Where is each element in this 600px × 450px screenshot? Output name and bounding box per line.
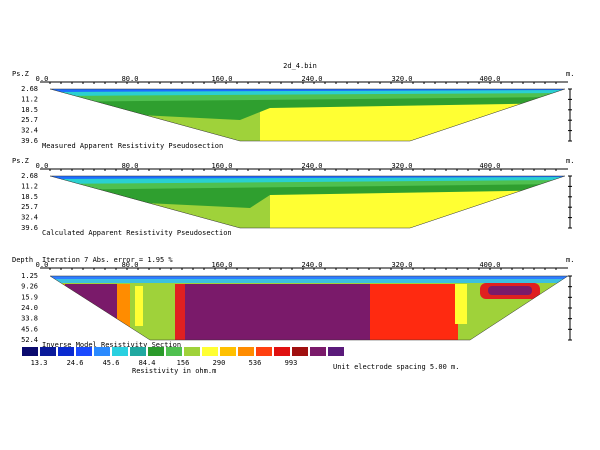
iteration-header: Iteration 7 Abs. error = 1.95 %	[42, 256, 173, 264]
x-unit: m.	[566, 157, 574, 165]
axis-label: Depth	[12, 256, 33, 264]
pseudosection-measured	[50, 89, 565, 141]
legend-swatch	[310, 347, 326, 356]
legend-swatch	[148, 347, 164, 356]
x-tick-label: 0.0	[36, 261, 49, 269]
depth-label: 11.2	[21, 182, 38, 190]
depth-label: 39.6	[21, 137, 38, 145]
section-outline	[49, 88, 566, 142]
x-tick-label: 0.0	[36, 75, 49, 83]
depth-label: 15.9	[21, 293, 38, 301]
depth-label: 2.68	[21, 172, 38, 180]
legend-swatch	[202, 347, 218, 356]
legend-value: 156	[177, 359, 190, 367]
x-tick-label: 80.0	[122, 75, 139, 83]
x-tick-label: 320.0	[391, 162, 412, 170]
legend-value: 536	[249, 359, 262, 367]
legend-swatch	[220, 347, 236, 356]
depth-label: 33.8	[21, 315, 38, 323]
legend-value: 290	[213, 359, 226, 367]
depth-label: 24.0	[21, 304, 38, 312]
depth-label: 39.6	[21, 224, 38, 232]
legend-swatch	[40, 347, 56, 356]
pseudosection-calculated	[50, 176, 565, 228]
x-tick-label: 240.0	[301, 261, 322, 269]
x-tick-label: 160.0	[211, 162, 232, 170]
depth-label: 18.5	[21, 106, 38, 114]
legend-value: 84.4	[139, 359, 156, 367]
legend-swatch	[130, 347, 146, 356]
depth-label: 18.5	[21, 193, 38, 201]
section-outline	[49, 175, 566, 229]
legend-unit: Resistivity in ohm.m	[132, 367, 216, 375]
legend-value: 993	[285, 359, 298, 367]
legend-swatch	[22, 347, 38, 356]
depth-label: 25.7	[21, 203, 38, 211]
legend-swatch	[328, 347, 344, 356]
depth-label: 25.7	[21, 116, 38, 124]
legend-swatch	[166, 347, 182, 356]
depth-label: 45.6	[21, 325, 38, 333]
x-tick-label: 80.0	[122, 162, 139, 170]
x-unit: m.	[566, 70, 574, 78]
depth-label: 52.4	[21, 336, 38, 344]
axis-label: Ps.Z	[12, 70, 29, 78]
section-caption: Calculated Apparent Resistivity Pseudose…	[42, 229, 232, 237]
section-caption: Inverse Model Resistivity Section	[42, 341, 181, 349]
x-tick-label: 240.0	[301, 162, 322, 170]
depth-label: 32.4	[21, 214, 38, 222]
x-tick-label: 400.0	[479, 162, 500, 170]
depth-label: 9.26	[21, 283, 38, 291]
legend-swatch	[184, 347, 200, 356]
model-section	[50, 276, 568, 340]
legend-swatch	[76, 347, 92, 356]
legend-swatch	[238, 347, 254, 356]
section-outline	[49, 275, 569, 341]
legend-swatch	[112, 347, 128, 356]
legend-swatch	[256, 347, 272, 356]
depth-label: 32.4	[21, 127, 38, 135]
legend-value: 13.3	[31, 359, 48, 367]
x-tick-label: 320.0	[391, 75, 412, 83]
legend-swatch	[292, 347, 308, 356]
legend-value: 24.6	[67, 359, 84, 367]
x-tick-label: 320.0	[391, 261, 412, 269]
legend-swatch	[274, 347, 290, 356]
depth-label: 11.2	[21, 95, 38, 103]
section-caption: Measured Apparent Resistivity Pseudosect…	[42, 142, 223, 150]
x-tick-label: 400.0	[479, 261, 500, 269]
file-title: 2d_4.bin	[283, 62, 317, 70]
x-tick-label: 240.0	[301, 75, 322, 83]
axis-label: Ps.Z	[12, 157, 29, 165]
x-unit: m.	[566, 256, 574, 264]
x-tick-label: 80.0	[122, 261, 139, 269]
legend-value: 45.6	[103, 359, 120, 367]
x-tick-label: 400.0	[479, 75, 500, 83]
x-tick-label: 160.0	[211, 261, 232, 269]
depth-label: 2.68	[21, 85, 38, 93]
depth-label: 1.25	[21, 272, 38, 280]
x-tick-label: 0.0	[36, 162, 49, 170]
x-tick-label: 160.0	[211, 75, 232, 83]
legend-swatch	[58, 347, 74, 356]
legend-swatch	[94, 347, 110, 356]
spacing-note: Unit electrode spacing 5.00 m.	[333, 363, 459, 371]
